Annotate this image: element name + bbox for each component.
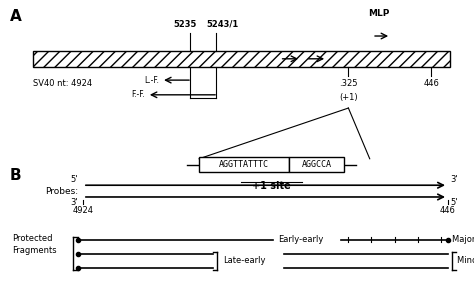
Text: 4924: 4924 — [73, 206, 93, 216]
Bar — [199, 157, 289, 172]
Bar — [33, 51, 450, 67]
Text: Probes:: Probes: — [45, 187, 78, 196]
Text: A: A — [9, 9, 21, 24]
Text: .325: .325 — [339, 78, 358, 88]
Text: 446: 446 — [440, 206, 456, 216]
Text: L.-F.: L.-F. — [144, 76, 159, 85]
Text: Protected
Fragments: Protected Fragments — [12, 234, 56, 255]
Text: AGGCCA: AGGCCA — [301, 160, 331, 169]
Text: (+1): (+1) — [339, 93, 358, 102]
Text: 5': 5' — [71, 175, 78, 184]
Text: 5': 5' — [450, 198, 458, 208]
Text: Major late: Major late — [452, 235, 474, 244]
Text: MLP: MLP — [368, 9, 390, 18]
Text: Late-early: Late-early — [223, 256, 265, 265]
Text: Minor late: Minor late — [457, 256, 474, 265]
Text: Early-early: Early-early — [278, 235, 324, 244]
Text: 3': 3' — [450, 175, 458, 184]
Bar — [289, 157, 344, 172]
Text: 5243/1: 5243/1 — [207, 20, 239, 29]
Text: 5235: 5235 — [173, 20, 197, 29]
Text: +1 site: +1 site — [252, 181, 291, 191]
Text: 446: 446 — [423, 78, 439, 88]
Text: F.-F.: F.-F. — [131, 90, 145, 99]
Text: AGGTTATTTC: AGGTTATTTC — [219, 160, 269, 169]
Text: B: B — [9, 168, 21, 183]
Text: 3': 3' — [71, 198, 78, 208]
Text: SV40 nt: 4924: SV40 nt: 4924 — [33, 78, 92, 88]
